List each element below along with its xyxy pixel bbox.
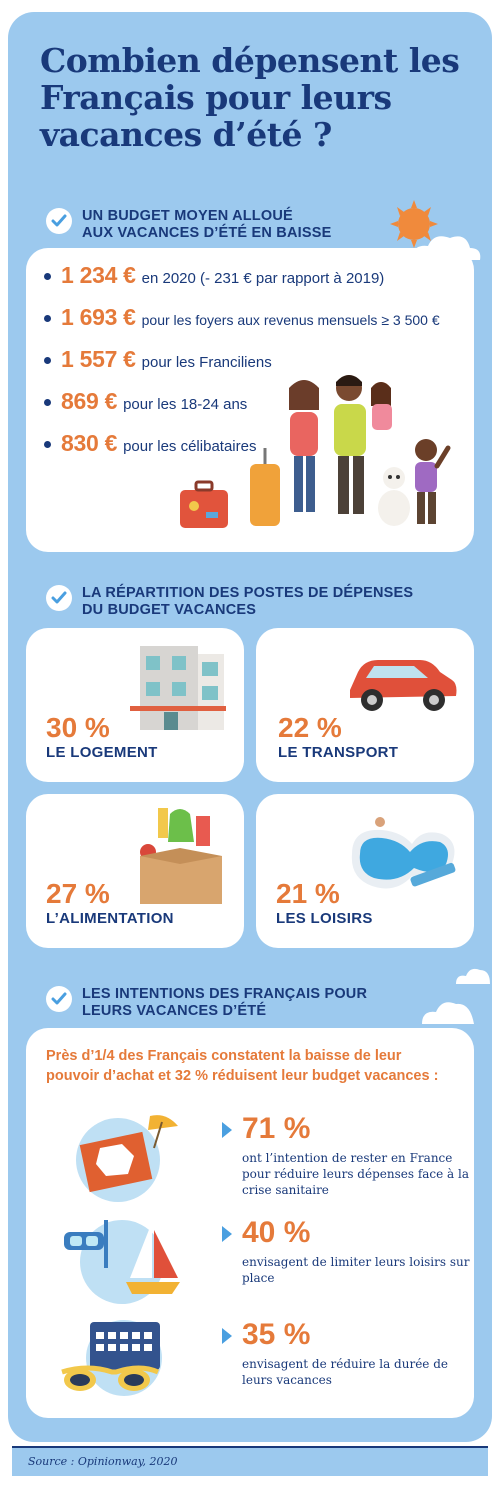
budget-text: pour les Franciliens	[141, 354, 272, 371]
page-title: Combien dépensent les Français pour leur…	[40, 41, 460, 154]
expense-percent: 21 %	[276, 878, 340, 909]
bullet-dot	[44, 315, 51, 322]
list-item: 830 € pour les célibataires	[44, 430, 474, 472]
section-budget-header: UN BUDGET MOYEN ALLOUÉ AUX VACANCES D’ÉT…	[46, 208, 331, 242]
check-icon	[46, 208, 72, 234]
budget-text: pour les célibataires	[123, 438, 257, 455]
bullet-dot	[44, 441, 51, 448]
source-text: Source : Opinionway, 2020	[28, 1455, 178, 1468]
budget-amount: 869 €	[61, 388, 118, 414]
arrow-icon	[222, 1122, 232, 1138]
swimming-pool-icon	[351, 817, 456, 889]
section-intentions-header: LES INTENTIONS DES FRANÇAIS POUR LEURS V…	[46, 986, 367, 1020]
expense-card-leisure: 21 % LES LOISIRS	[256, 794, 474, 948]
budget-amount: 830 €	[61, 430, 118, 456]
expense-card-transport: 22 % LE TRANSPORT	[256, 628, 474, 782]
building-icon	[130, 646, 226, 730]
cloud-icon	[422, 1002, 474, 1024]
source-divider	[12, 1446, 488, 1448]
budget-amount: 1 557 €	[61, 346, 136, 372]
expense-percent: 22 %	[278, 712, 342, 743]
section-expenses-title-line1: LA RÉPARTITION DES POSTES DE DÉPENSES	[82, 585, 414, 601]
expense-card-lodging: 30 % LE LOGEMENT	[26, 628, 244, 782]
section-budget-title-line1: UN BUDGET MOYEN ALLOUÉ	[82, 208, 293, 224]
budget-list: 1 234 € en 2020 (- 231 € par rapport à 2…	[44, 262, 474, 472]
bullet-dot	[44, 273, 51, 280]
grocery-box-icon	[140, 808, 222, 904]
expense-label: L’ALIMENTATION	[46, 910, 174, 927]
cloud-icon	[456, 968, 490, 984]
intentions-intro: Près d’1/4 des Français constatent la ba…	[46, 1048, 439, 1084]
car-icon	[350, 660, 457, 711]
check-icon	[46, 986, 72, 1012]
expense-percent: 30 %	[46, 712, 110, 743]
stat-percent: 35 %	[242, 1318, 311, 1351]
budget-amount: 1 693 €	[61, 304, 136, 330]
section-budget-title-line2: AUX VACANCES D’ÉTÉ EN BAISSE	[82, 225, 332, 241]
expense-label: LES LOISIRS	[276, 910, 373, 927]
source-bar	[12, 1446, 488, 1476]
section-intentions-title-line1: LES INTENTIONS DES FRANÇAIS POUR	[82, 986, 368, 1002]
section-intentions-title-line2: LEURS VACANCES D’ÉTÉ	[82, 1003, 267, 1019]
budget-text: en 2020 (- 231 € par rapport à 2019)	[141, 270, 385, 287]
expense-label: LE TRANSPORT	[278, 744, 399, 761]
stat-text: envisagent de limiter leurs loisirs sur …	[242, 1255, 470, 1285]
section-expenses-title-line2: DU BUDGET VACANCES	[82, 602, 257, 618]
expense-percent: 27 %	[46, 878, 110, 909]
expense-label: LE LOGEMENT	[46, 744, 158, 761]
expense-card-food: 27 % L’ALIMENTATION	[26, 794, 244, 948]
stat-text: envisagent de réduire la durée de leurs …	[242, 1357, 448, 1387]
list-item: 869 € pour les 18-24 ans	[44, 388, 474, 430]
stat-percent: 71 %	[242, 1112, 311, 1145]
list-item: 1 557 € pour les Franciliens	[44, 346, 474, 388]
stat-percent: 40 %	[242, 1216, 311, 1249]
bullet-dot	[44, 357, 51, 364]
stat-text: ont l’intention de rester en France pour…	[242, 1151, 470, 1197]
calendar-sunglasses-icon	[61, 1320, 162, 1396]
budget-text: pour les 18-24 ans	[123, 396, 248, 413]
bullet-dot	[44, 399, 51, 406]
arrow-icon	[222, 1328, 232, 1344]
france-towel-icon	[76, 1115, 178, 1202]
budget-amount: 1 234 €	[61, 262, 136, 288]
check-icon	[46, 585, 72, 611]
list-item: 1 693 € pour les foyers aux revenus mens…	[44, 304, 474, 346]
arrow-icon	[222, 1226, 232, 1242]
snorkel-sailboat-icon	[64, 1220, 180, 1304]
section-expenses-header: LA RÉPARTITION DES POSTES DE DÉPENSES DU…	[46, 585, 413, 619]
budget-text: pour les foyers aux revenus mensuels ≥ 3…	[141, 312, 440, 328]
family-luggage-icon	[180, 375, 451, 528]
list-item: 1 234 € en 2020 (- 231 € par rapport à 2…	[44, 262, 474, 304]
